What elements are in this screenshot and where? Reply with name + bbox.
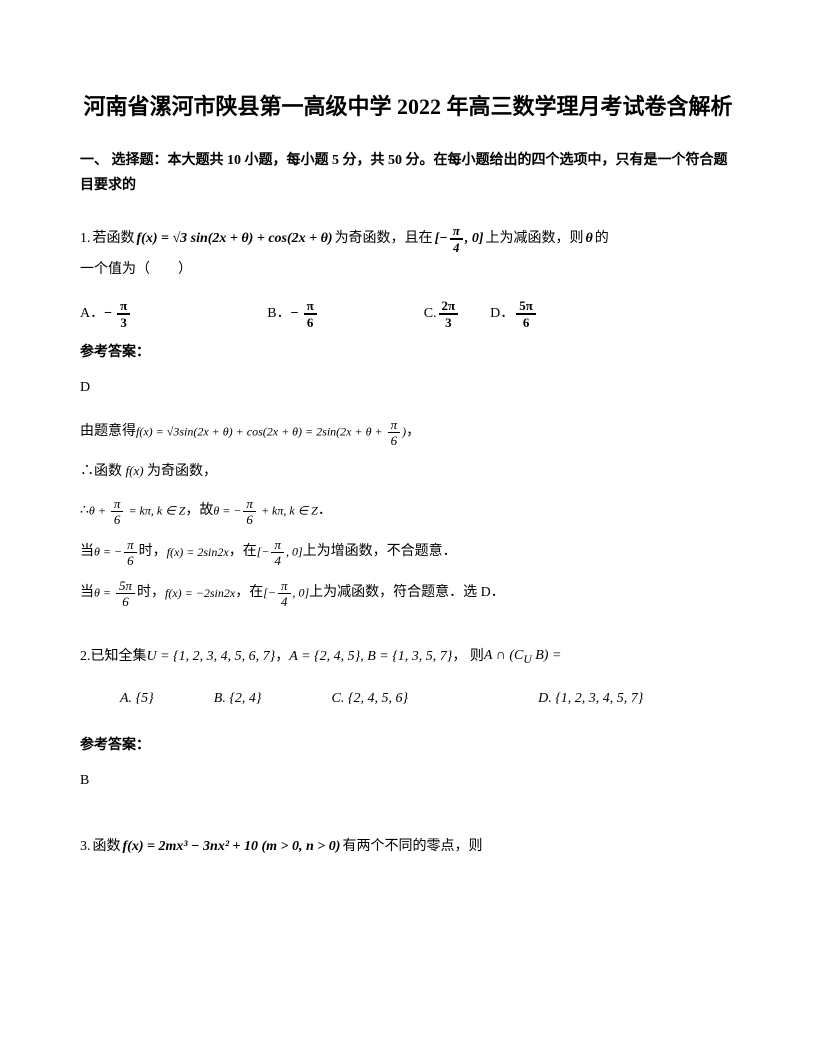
frac-b: π 6 [304, 298, 317, 330]
sol4-mid1: 时， [139, 538, 167, 566]
sol5-suffix: 上为减函数，符合题意．选 D． [309, 579, 505, 607]
frac-d-den: 6 [520, 315, 533, 330]
q3-formula: f(x) = 2mx³ − 3nx² + 10 (m > 0, n > 0) [123, 832, 341, 863]
sol4-suffix: 上为增函数，不合题意． [303, 538, 457, 566]
opt2-b-val: {2, 4} [229, 691, 261, 706]
frac-c-num: 2π [439, 298, 459, 315]
sol2-text: ∴函数 f(x) 为奇函数， [80, 458, 217, 486]
opt2-a-label: A. [120, 691, 132, 706]
sol3-f1: θ + π6 = kπ, k ∈ Z [89, 496, 185, 527]
neg-sign: − [291, 303, 299, 325]
question-3: 3. 函数 f(x) = 2mx³ − 3nx² + 10 (m > 0, n … [80, 832, 736, 863]
frac-a-den: 3 [117, 315, 130, 330]
q2-text-before: 已知全集 [91, 642, 147, 673]
q2-expr: A ∩ (CU B) = [484, 641, 562, 672]
opt2-c-label: C. [332, 691, 345, 706]
sol5-f3: [−π4, 0] [263, 578, 309, 609]
question-1: 1. 若函数 f(x) = √3 sin(2x + θ) + cos(2x + … [80, 223, 736, 286]
opt2-d-label: D. [538, 691, 552, 706]
frac-b-den: 6 [304, 315, 317, 330]
section-header: 一、 选择题：本大题共 10 小题，每小题 5 分，共 50 分。在每小题给出的… [80, 148, 736, 198]
q2-option-b: B. {2, 4} [214, 688, 262, 710]
sol3-mid: ，故 [185, 497, 213, 525]
q1-option-c: C. 2π 3 [424, 298, 460, 330]
q2-options: A. {5} B. {2, 4} C. {2, 4, 5, 6} D. {1, … [80, 688, 736, 710]
q1-interval: [−π4, 0] [435, 223, 484, 255]
opt-a-label: A． [80, 303, 104, 325]
sol5-prefix: 当 [80, 579, 94, 607]
sol1-prefix: 由题意得 [80, 418, 136, 446]
sol1-suffix: ， [406, 418, 420, 446]
q1-answer-value: D [80, 377, 736, 399]
q1-option-b: B． − π 6 [267, 298, 318, 330]
opt2-c-val: {2, 4, 5, 6} [348, 691, 408, 706]
sol5-mid1: 时， [137, 579, 165, 607]
frac-d: 5π 6 [516, 298, 536, 330]
sol3-prefix: ∴ [80, 497, 89, 525]
frac-a: π 3 [117, 298, 130, 330]
sol4-f1: θ = −π6 [94, 537, 139, 568]
q3-number: 3. [80, 832, 91, 863]
solution-line-3: ∴ θ + π6 = kπ, k ∈ Z ，故 θ = −π6 + kπ, k … [80, 496, 736, 527]
q2-option-d: D. {1, 2, 3, 4, 5, 7} [538, 688, 643, 710]
solution-line-2: ∴函数 f(x) 为奇函数， [80, 458, 736, 486]
solution-line-5: 当 θ = 5π6 时， f(x) = −2sin2x ，在 [−π4, 0] … [80, 578, 736, 609]
frac-c: 2π 3 [439, 298, 459, 330]
q1-answer-label: 参考答案： [80, 342, 736, 364]
q2-comma2: ， 则 [452, 642, 484, 673]
solution-line-4: 当 θ = −π6 时， f(x) = 2sin2x ，在 [−π4, 0] 上… [80, 537, 736, 568]
sol3-f2: θ = −π6 + kπ, k ∈ Z [213, 496, 318, 527]
q2-set-ab: A = {2, 4, 5}, B = {1, 3, 5, 7} [289, 642, 452, 673]
q1-formula: f(x) = √3 sin(2x + θ) + cos(2x + θ) [137, 224, 333, 255]
opt-d-label: D． [490, 303, 514, 325]
q3-text-before: 函数 [93, 832, 121, 863]
question-2: 2. 已知全集 U = {1, 2, 3, 4, 5, 6, 7} ， A = … [80, 641, 736, 672]
q2-option-c: C. {2, 4, 5, 6} [332, 688, 409, 710]
q1-text-after1: 上为减函数，则 [486, 224, 584, 255]
document-title: 河南省漯河市陕县第一高级中学 2022 年高三数学理月考试卷含解析 [80, 90, 736, 123]
q2-answer-label: 参考答案： [80, 735, 736, 757]
opt2-a-val: {5} [136, 691, 154, 706]
frac-d-num: 5π [516, 298, 536, 315]
sol4-f3: [−π4, 0] [257, 537, 303, 568]
opt2-b-label: B. [214, 691, 226, 706]
q1-line2: 一个值为（ ） [80, 255, 736, 286]
q2-option-a: A. {5} [120, 688, 154, 710]
q2-set-u: U = {1, 2, 3, 4, 5, 6, 7} [147, 642, 276, 673]
q1-text-after2: 的 [595, 224, 609, 255]
frac-b-num: π [304, 298, 317, 315]
opt-b-label: B． [267, 303, 290, 325]
q1-text-before: 若函数 [93, 224, 135, 255]
q2-number: 2. [80, 642, 91, 673]
sol5-f1: θ = 5π6 [94, 578, 137, 609]
neg-sign: − [104, 303, 112, 325]
sol5-mid2: ，在 [235, 579, 263, 607]
q1-theta: θ [586, 224, 593, 255]
q1-number: 1. [80, 224, 91, 255]
q1-option-a: A． − π 3 [80, 298, 132, 330]
sol5-f2: f(x) = −2sin2x [165, 581, 235, 605]
q3-text-after: 有两个不同的零点，则 [342, 832, 482, 863]
sol4-prefix: 当 [80, 538, 94, 566]
q2-answer-value: B [80, 770, 736, 792]
q1-options: A． − π 3 B． − π 6 C. 2π 3 D． 5π 6 [80, 298, 736, 330]
sol4-mid2: ，在 [229, 538, 257, 566]
q1-text-mid: 为奇函数，且在 [335, 224, 433, 255]
frac-c-den: 3 [442, 315, 455, 330]
sol3-suffix: ． [318, 497, 332, 525]
opt-c-label: C. [424, 303, 437, 325]
opt2-d-val: {1, 2, 3, 4, 5, 7} [555, 691, 643, 706]
frac-a-num: π [117, 298, 130, 315]
sol4-f2: f(x) = 2sin2x [167, 540, 229, 564]
q1-option-d: D． 5π 6 [490, 298, 538, 330]
solution-line-1: 由题意得 f(x) = √3sin(2x + θ) + cos(2x + θ) … [80, 417, 736, 448]
q2-comma1: ， [275, 642, 289, 673]
sol1-formula: f(x) = √3sin(2x + θ) + cos(2x + θ) = 2si… [136, 417, 406, 448]
